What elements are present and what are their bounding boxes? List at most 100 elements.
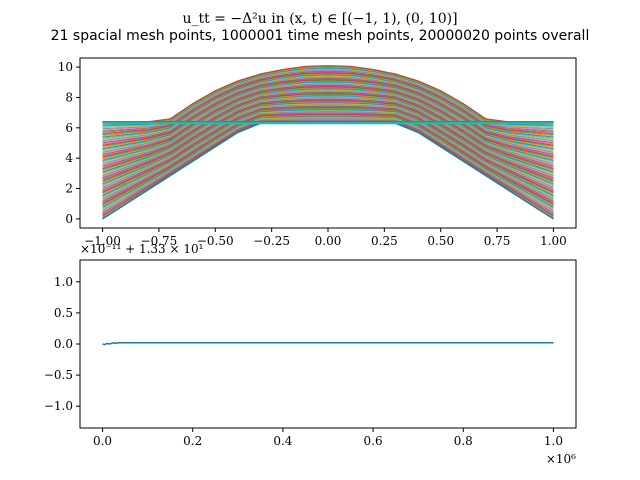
- top-series-line: [102, 115, 554, 208]
- top-series-line: [102, 110, 554, 199]
- top-series-line: [102, 100, 554, 182]
- top-series-line: [102, 117, 554, 212]
- top-x-tick-label: −0.25: [253, 234, 290, 248]
- top-series-line: [102, 70, 554, 132]
- top-plot: −1.00 −0.75 −0.50 −0.25 0.00 0.25 0.50 0.75 1.00…: [58, 57, 577, 248]
- top-series-line: [102, 112, 554, 203]
- top-y-tick-label: 2: [65, 182, 73, 196]
- top-series-line: [102, 88, 554, 162]
- top-series-line: [102, 99, 554, 180]
- top-series-line: [102, 87, 554, 161]
- figure-title: u_tt = −Δ²u in (x, t) ∈ [(−1, 1), (0, 10…: [182, 11, 457, 27]
- top-series-line: [102, 108, 554, 196]
- top-series-line: [102, 81, 554, 151]
- top-series-line: [102, 106, 554, 193]
- top-series-line: [102, 65, 554, 124]
- top-series-line: [102, 90, 554, 165]
- top-series-line: [102, 117, 554, 210]
- top-y-tick-label: 6: [65, 121, 73, 135]
- top-series-line: [102, 82, 554, 152]
- top-series-line: [102, 71, 554, 133]
- top-series-line: [102, 104, 554, 189]
- top-series-line: [102, 65, 554, 123]
- top-series-line: [102, 90, 554, 166]
- bottom-plot-frame: [79, 259, 577, 429]
- top-series-line: [102, 114, 554, 206]
- top-series-line: [102, 83, 554, 154]
- top-series-line: [102, 68, 554, 129]
- top-series-line: [102, 81, 554, 150]
- top-series-line: [102, 80, 554, 148]
- top-series-line: [102, 108, 554, 195]
- bottom-plot-marks: [102, 342, 554, 346]
- top-series-line: [102, 107, 554, 194]
- top-series-line: [102, 87, 554, 160]
- top-x-tick-label: −1.00: [84, 234, 121, 248]
- bottom-y-tick-label: −0.5: [44, 368, 73, 382]
- top-x-tick-label: 1.00: [540, 234, 567, 248]
- top-series-line: [102, 69, 554, 131]
- top-series-line: [102, 92, 554, 170]
- top-series-line: [102, 97, 554, 177]
- bottom-y-tick-label: 1.0: [54, 275, 73, 289]
- top-series-line: [102, 112, 554, 202]
- top-series-line: [102, 115, 554, 207]
- top-series-line: [102, 99, 554, 181]
- bottom-x-tick-label: 0.2: [183, 434, 202, 448]
- top-series-line: [102, 84, 554, 155]
- top-series-line: [102, 89, 554, 164]
- bottom-x-tick-label: 0.8: [454, 434, 473, 448]
- bottom-plot-ticks: 0.0 0.2 0.4 0.6 0.8 1.0 −1.0 −0.5 0.0 0.5 1.0: [44, 275, 563, 448]
- top-series-line: [102, 79, 554, 147]
- top-series-line: [102, 102, 554, 186]
- top-series-line: [102, 94, 554, 173]
- top-series-line: [102, 97, 554, 178]
- top-y-tick-label: 4: [65, 151, 73, 165]
- top-series-line: [102, 110, 554, 200]
- bottom-y-tick-label: −1.0: [44, 399, 73, 413]
- top-series-line: [102, 78, 554, 145]
- top-series-line: [102, 119, 554, 214]
- top-series-line: [102, 96, 554, 175]
- y-offset-label: ×10⁻¹¹ + 1.33 × 10¹: [80, 242, 203, 256]
- top-x-tick-label: 0.25: [371, 234, 398, 248]
- top-x-tick-label: 0.75: [484, 234, 511, 248]
- top-series-line: [102, 69, 554, 130]
- bottom-x-tick-label: 0.4: [273, 434, 292, 448]
- top-series-line: [102, 120, 554, 215]
- top-series-line: [102, 113, 554, 205]
- bottom-x-tick-label: 0.0: [93, 434, 112, 448]
- top-y-tick-label: 10: [58, 60, 73, 74]
- top-series-line: [102, 86, 554, 159]
- figure-subtitle: 21 spacial mesh points, 1000001 time mes…: [51, 28, 590, 44]
- top-series-line: [102, 71, 554, 134]
- top-plot-ticks: −1.00 −0.75 −0.50 −0.25 0.00 0.25 0.50 0.75 1.00…: [58, 60, 567, 248]
- top-series-line: [102, 92, 554, 168]
- top-series-line: [102, 101, 554, 185]
- top-series-line: [102, 91, 554, 167]
- top-series-line: [102, 94, 554, 172]
- top-series-line: [102, 77, 554, 144]
- top-series-line: [102, 85, 554, 158]
- top-x-tick-label: 0.50: [427, 234, 454, 248]
- top-series-line: [102, 76, 554, 141]
- top-y-tick-label: 8: [65, 90, 73, 104]
- top-y-tick-label: 0: [65, 212, 73, 226]
- top-series-line: [102, 67, 554, 126]
- x-multiplier-label: ×10⁶: [546, 452, 576, 466]
- bottom-x-tick-label: 0.6: [364, 434, 383, 448]
- top-series-line: [102, 109, 554, 198]
- bottom-y-tick-label: 0.0: [54, 337, 73, 351]
- top-series-line: [102, 116, 554, 209]
- top-series-line: [102, 98, 554, 179]
- bottom-series-line: [102, 342, 554, 346]
- top-series-line: [102, 66, 554, 125]
- top-series-line: [102, 76, 554, 143]
- top-series-line: [102, 83, 554, 153]
- top-series-line: [102, 78, 554, 146]
- top-series-line: [102, 93, 554, 171]
- top-x-tick-label: 0.00: [315, 234, 342, 248]
- top-series-line: [102, 103, 554, 188]
- bottom-x-tick-label: 1.0: [544, 434, 563, 448]
